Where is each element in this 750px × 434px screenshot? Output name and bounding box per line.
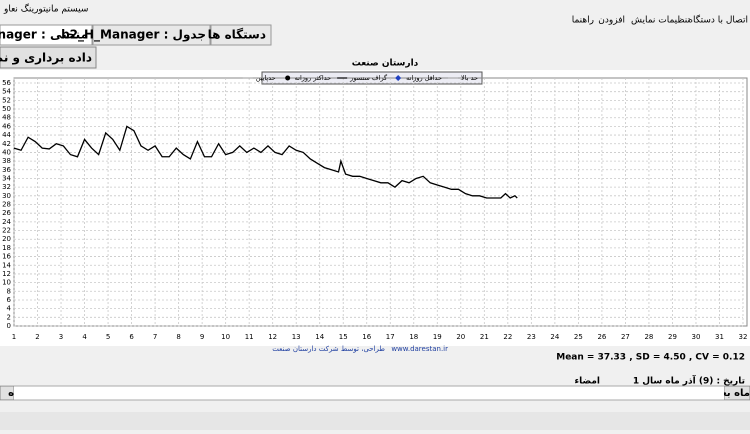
y-tick-label: 56 — [2, 79, 11, 87]
x-tick-label: 6 — [129, 333, 134, 341]
x-tick-label: 16 — [362, 333, 371, 341]
tab[interactable] — [210, 24, 272, 46]
y-tick-label: 12 — [2, 270, 11, 278]
x-tick-label: 10 — [221, 333, 230, 341]
y-tick-label: 18 — [2, 244, 11, 252]
y-tick-label: 38 — [2, 157, 11, 165]
stats: Mean = 37.33 , SD = 4.50 , CV = 0.12 — [556, 353, 745, 363]
next-label[interactable]: ماه بعد — [715, 388, 750, 399]
sensor-line — [13, 125, 518, 199]
y-tick-label: 32 — [2, 183, 11, 191]
x-tick-label: 5 — [106, 333, 110, 341]
next-clip: ماه بعد — [715, 386, 750, 400]
x-tick-label: 24 — [550, 333, 559, 341]
y-tick-label: 24 — [2, 218, 11, 226]
x-tick-label: 1 — [12, 333, 16, 341]
y-tick-label: 4 — [7, 305, 12, 313]
credit-text: طراحی، توسط شرکت دارستان صنعت — [272, 345, 385, 353]
y-tick-label: 34 — [2, 174, 11, 182]
legend-label: حداکثر روزانه — [295, 74, 331, 82]
bottom-bar — [0, 385, 750, 401]
y-tick-label: 26 — [2, 209, 11, 217]
menu-item[interactable]: تنظیمات نمایش — [631, 16, 691, 26]
x-tick-label: 14 — [315, 333, 324, 341]
y-tick-label: 2 — [7, 313, 11, 321]
x-tick-label: 26 — [597, 333, 606, 341]
tab[interactable] — [0, 24, 93, 46]
y-tick-label: 28 — [2, 201, 11, 209]
legend-label: حد بالا — [461, 74, 478, 82]
legend-label: حداقل روزانه — [406, 74, 442, 82]
x-tick-label: 17 — [386, 333, 395, 341]
y-tick-label: 40 — [2, 148, 11, 156]
y-tick-label: 48 — [2, 114, 11, 122]
x-tick-label: 4 — [82, 333, 87, 341]
tab-label[interactable]: _Manager : منحنی — [0, 28, 88, 43]
x-tick-label: 11 — [245, 333, 254, 341]
y-tick-label: 44 — [2, 131, 11, 139]
menu-item[interactable]: افزودن — [598, 16, 625, 26]
date-line: تاریخ : (9) آذر ماه سال 1 — [633, 375, 745, 387]
y-tick-label: 8 — [7, 287, 11, 295]
y-tick-label: 20 — [2, 235, 11, 243]
x-tick-label: 32 — [739, 333, 748, 341]
credit-url[interactable]: www.darestan.ir — [391, 345, 448, 353]
y-tick-label: 0 — [7, 322, 11, 330]
x-tick-label: 9 — [200, 333, 204, 341]
y-tick-label: 10 — [2, 279, 11, 287]
prev-label[interactable]: ماه — [8, 388, 24, 399]
x-tick-label: 12 — [268, 333, 277, 341]
legend-swatch — [285, 75, 291, 81]
y-tick-label: 46 — [2, 122, 11, 130]
next-button[interactable] — [724, 386, 750, 400]
button-label[interactable]: داده برداری و نمایش — [0, 51, 92, 66]
x-tick-label: 15 — [339, 333, 348, 341]
x-tick-label: 21 — [480, 333, 489, 341]
x-tick-label: 23 — [527, 333, 536, 341]
y-tick-label: 22 — [2, 227, 11, 235]
prev-button[interactable] — [0, 386, 14, 400]
legend-label: گراف سنسور — [349, 74, 388, 82]
tab[interactable] — [92, 24, 211, 46]
x-tick-label: 13 — [292, 333, 301, 341]
y-tick-label: 54 — [2, 88, 11, 96]
x-tick-label: 19 — [433, 333, 442, 341]
x-tick-label: 29 — [668, 333, 677, 341]
x-tick-label: 2 — [35, 333, 39, 341]
x-tick-label: 31 — [715, 333, 724, 341]
x-tick-label: 28 — [644, 333, 653, 341]
x-tick-label: 8 — [176, 333, 180, 341]
y-tick-label: 42 — [2, 140, 11, 148]
tab-label[interactable]: دستگاه ها — [208, 28, 266, 42]
y-tick-label: 52 — [2, 96, 11, 104]
y-tick-label: 30 — [2, 192, 11, 200]
menu-item[interactable]: راهنما — [572, 16, 594, 26]
x-tick-label: 18 — [409, 333, 418, 341]
chart-title: دارستان صنعت — [352, 59, 419, 69]
x-tick-label: 22 — [503, 333, 512, 341]
legend-label: حدپایین — [256, 74, 276, 82]
y-tick-label: 6 — [7, 296, 12, 304]
y-tick-label: 16 — [2, 253, 11, 261]
signature: امضاء — [574, 377, 600, 387]
tab-label[interactable]: b2_H_Manager : جدول — [61, 28, 206, 43]
x-tick-label: 30 — [692, 333, 701, 341]
x-tick-label: 20 — [456, 333, 465, 341]
legend-swatch — [395, 75, 402, 81]
y-tick-label: 50 — [2, 105, 11, 113]
y-tick-label: 36 — [2, 166, 11, 174]
x-tick-label: 7 — [153, 333, 157, 341]
prev-clip: ماه — [0, 386, 24, 400]
button[interactable] — [0, 46, 97, 69]
x-tick-label: 3 — [59, 333, 63, 341]
menu-item[interactable]: اتصال با دستگاه — [688, 14, 748, 26]
x-tick-label: 27 — [621, 333, 630, 341]
status-bar — [0, 412, 750, 430]
y-tick-label: 14 — [2, 261, 11, 269]
x-tick-label: 25 — [574, 333, 583, 341]
chart-bg — [0, 70, 750, 346]
window-title: سیستم مانیتورینگ نعاو — [3, 3, 88, 15]
